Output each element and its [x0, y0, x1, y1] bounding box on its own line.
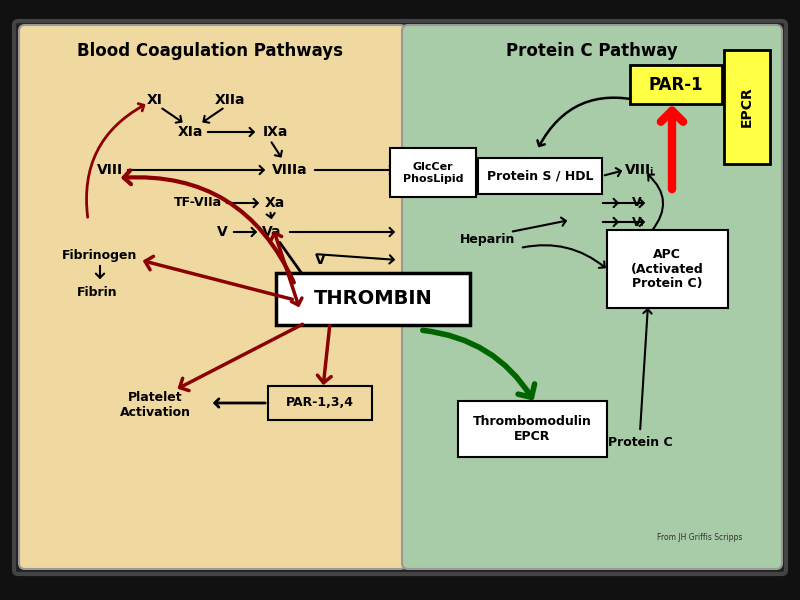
- Text: GlcCer
PhosLipid: GlcCer PhosLipid: [402, 162, 463, 184]
- Text: Protein S / HDL: Protein S / HDL: [486, 169, 594, 182]
- FancyBboxPatch shape: [458, 401, 607, 457]
- Text: TF-VIIa: TF-VIIa: [174, 196, 222, 209]
- FancyBboxPatch shape: [19, 25, 406, 569]
- Text: From JH Griffis Scripps: From JH Griffis Scripps: [658, 533, 742, 542]
- FancyBboxPatch shape: [268, 386, 372, 420]
- FancyBboxPatch shape: [478, 158, 602, 194]
- Text: APC
(Activated
Protein C): APC (Activated Protein C): [630, 247, 703, 290]
- Text: Thrombomodulin
EPCR: Thrombomodulin EPCR: [473, 415, 591, 443]
- Text: Fibrin: Fibrin: [77, 286, 118, 298]
- Text: Fibrinogen: Fibrinogen: [62, 248, 138, 262]
- Text: IXa: IXa: [262, 125, 288, 139]
- Text: V: V: [217, 225, 227, 239]
- FancyBboxPatch shape: [390, 148, 476, 197]
- Text: V: V: [314, 253, 326, 267]
- Text: PAR-1,3,4: PAR-1,3,4: [286, 397, 354, 409]
- FancyBboxPatch shape: [630, 65, 722, 104]
- Text: EPCR: EPCR: [740, 86, 754, 127]
- Text: Xa: Xa: [265, 196, 285, 210]
- FancyBboxPatch shape: [14, 21, 786, 574]
- Text: VIIIa: VIIIa: [272, 163, 308, 177]
- Text: Vᵢ: Vᵢ: [632, 196, 644, 209]
- Text: Protein C: Protein C: [608, 436, 672, 449]
- Text: Protein C Pathway: Protein C Pathway: [506, 42, 678, 60]
- Text: XIIa: XIIa: [214, 93, 246, 107]
- Text: PAR-1: PAR-1: [649, 76, 703, 94]
- Text: Vᵢ: Vᵢ: [632, 215, 644, 229]
- Text: Heparin: Heparin: [460, 233, 516, 247]
- Text: THROMBIN: THROMBIN: [314, 289, 432, 308]
- Text: Blood Coagulation Pathways: Blood Coagulation Pathways: [77, 42, 343, 60]
- Text: XI: XI: [147, 93, 163, 107]
- Text: Platelet
Activation: Platelet Activation: [119, 391, 190, 419]
- Text: Va: Va: [262, 225, 282, 239]
- Text: VIIIᵢ: VIIIᵢ: [626, 163, 654, 177]
- FancyBboxPatch shape: [276, 273, 470, 325]
- FancyBboxPatch shape: [607, 230, 728, 308]
- Text: XIa: XIa: [178, 125, 202, 139]
- FancyBboxPatch shape: [724, 50, 770, 164]
- Text: VIII: VIII: [97, 163, 123, 177]
- FancyBboxPatch shape: [402, 25, 782, 569]
